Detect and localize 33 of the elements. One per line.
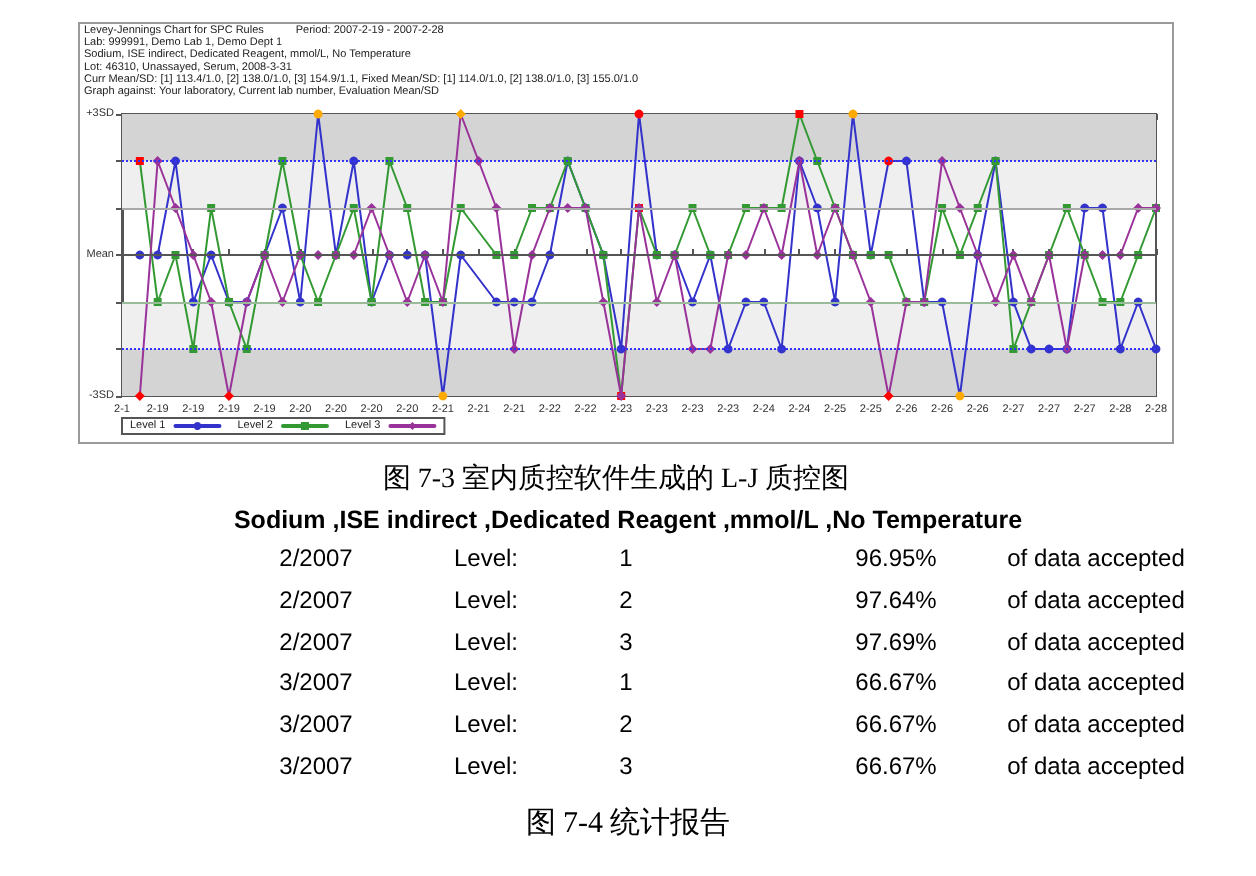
- text: 2/2007: [279, 585, 353, 614]
- text: Level:: [453, 710, 519, 739]
- caption: 图 7-4 统计报告: [523, 805, 733, 842]
- text: Sodium ,ISE indirect ,Dedicated Reagent ,mmol/L ,No Temperature: [231, 506, 1025, 534]
- text: of data accepted: [1007, 752, 1185, 780]
- text: 2: [619, 710, 633, 739]
- text: Level:: [453, 585, 519, 614]
- text: 96.95%: [855, 544, 937, 572]
- text: Level:: [453, 668, 519, 697]
- text: 3: [619, 627, 633, 656]
- text: 97.64%: [855, 585, 937, 614]
- text: 97.69%: [855, 627, 937, 656]
- text: 2/2007: [279, 627, 353, 656]
- text: 66.67%: [855, 710, 937, 739]
- text: 66.67%: [855, 752, 937, 780]
- text: 3: [619, 752, 633, 780]
- text: 1: [619, 544, 633, 572]
- text: 3/2007: [279, 668, 353, 697]
- text: Level:: [453, 544, 519, 572]
- text: 3/2007: [279, 710, 353, 739]
- text: Level:: [453, 627, 519, 656]
- text: 66.67%: [855, 668, 937, 697]
- text: 2: [619, 585, 633, 614]
- text: 3/2007: [279, 752, 353, 780]
- text: of data accepted: [1007, 585, 1185, 614]
- text: of data accepted: [1007, 710, 1185, 739]
- text: Level:: [453, 752, 519, 780]
- caption: 图 7-3 室内质控软件生成的 L-J 质控图: [382, 463, 850, 495]
- text: of data accepted: [1007, 544, 1185, 572]
- text: 2/2007: [279, 544, 353, 572]
- text: of data accepted: [1007, 627, 1185, 656]
- text: of data accepted: [1007, 668, 1185, 697]
- text: 1: [619, 668, 633, 697]
